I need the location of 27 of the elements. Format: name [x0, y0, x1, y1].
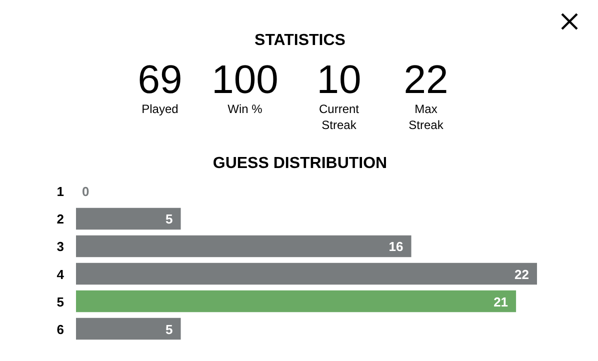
y-tick-label: 4	[56, 266, 65, 282]
text: STATISTICS	[254, 32, 346, 49]
y-tick-label: 5	[56, 294, 64, 310]
bar	[76, 235, 412, 258]
data-label: 0	[82, 184, 90, 200]
data-label: 5	[166, 212, 173, 227]
text: Played	[142, 102, 178, 116]
data-label: 16	[388, 239, 404, 254]
bar	[76, 318, 181, 340]
y-tick-label: 1	[56, 184, 64, 200]
text: 69	[138, 58, 182, 102]
bar	[76, 290, 516, 312]
text: Max Streak	[408, 102, 444, 132]
y-tick-label: 2	[56, 212, 64, 227]
data-label: 22	[514, 266, 529, 282]
text: 10	[316, 58, 362, 102]
y-tick-label: 6	[56, 322, 64, 337]
text: 22	[404, 58, 448, 102]
text: Current Streak	[318, 102, 360, 132]
text: 100	[212, 58, 278, 102]
text: Win %	[228, 102, 263, 116]
data-label: 21	[494, 294, 508, 310]
bar	[76, 262, 537, 285]
data-label: 5	[166, 322, 173, 337]
bar	[76, 208, 181, 230]
chart-title: GUESS DISTRIBUTION	[212, 155, 388, 172]
y-tick-label: 3	[56, 239, 64, 254]
